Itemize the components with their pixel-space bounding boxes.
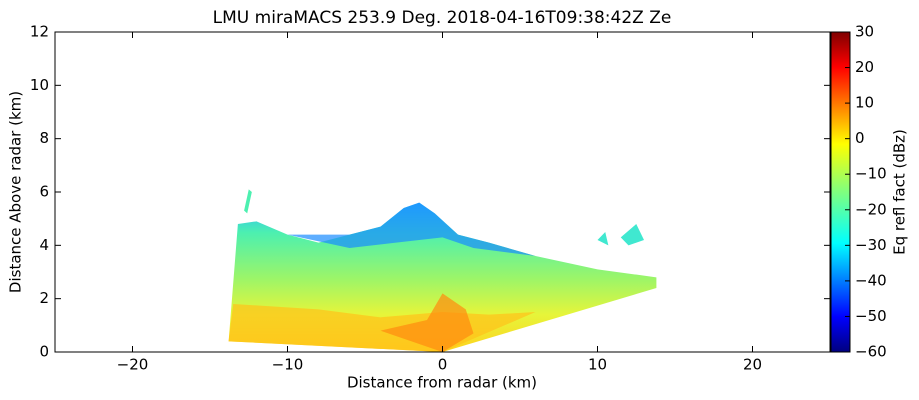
y-tick-label: 12 — [30, 23, 49, 41]
y-tick-label: 0 — [39, 343, 49, 361]
y-tick-label: 2 — [39, 289, 49, 307]
x-tick-label: −10 — [272, 356, 304, 374]
colorbar-tick-label: −40 — [855, 271, 887, 289]
colorbar-tick-label: −30 — [855, 236, 887, 254]
colorbar-tick-label: −60 — [855, 343, 887, 361]
colorbar-tick-label: 0 — [855, 129, 865, 147]
colorbar-tick-label: 20 — [855, 58, 874, 76]
y-tick-label: 4 — [39, 236, 49, 254]
colorbar-label: Eq refl fact (dBz) — [891, 129, 909, 255]
echo-fragment — [620, 224, 644, 246]
colorbar-tick-label: 10 — [855, 94, 874, 112]
y-tick-label: 6 — [39, 183, 49, 201]
echo-fragment — [597, 232, 609, 246]
colorbar-tick-label: −20 — [855, 200, 887, 218]
x-tick-label: 0 — [438, 356, 448, 374]
y-tick-label: 8 — [39, 129, 49, 147]
x-tick-label: 10 — [588, 356, 607, 374]
y-tick-label: 10 — [30, 76, 49, 94]
colorbar-tick-label: 30 — [855, 23, 874, 41]
y-axis-label: Distance Above radar (km) — [7, 91, 25, 293]
echo-top — [287, 202, 536, 256]
chart-title: LMU miraMACS 253.9 Deg. 2018-04-16T09:38… — [213, 8, 672, 28]
colorbar — [830, 31, 851, 353]
radar-field — [228, 189, 657, 352]
colorbar-tick-label: −10 — [855, 165, 887, 183]
echo-core — [380, 293, 474, 352]
echo-fragment — [244, 189, 252, 214]
x-tick-label: 20 — [743, 356, 762, 374]
x-axis-label: Distance from radar (km) — [347, 374, 537, 392]
colorbar-tick-label: −50 — [855, 307, 887, 325]
x-tick-label: −20 — [117, 356, 149, 374]
